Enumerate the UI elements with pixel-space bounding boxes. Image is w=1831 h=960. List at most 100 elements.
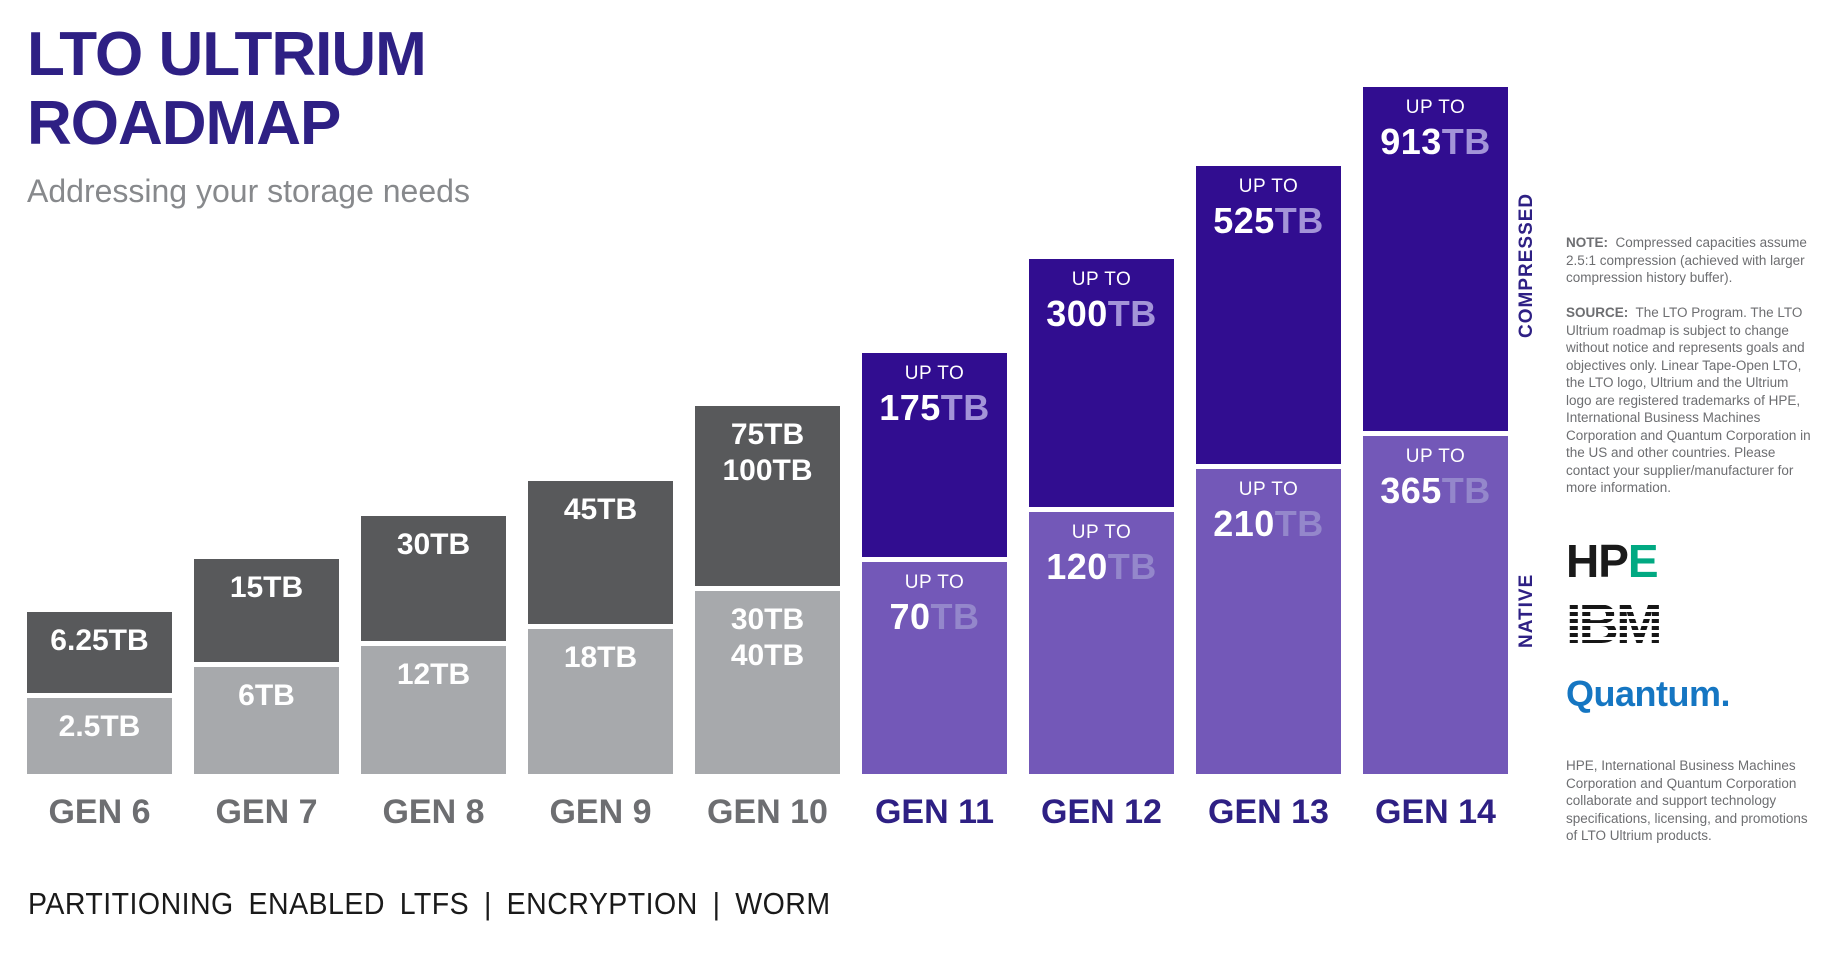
compressed-segment-gen-14-value-unit: TB [1441, 121, 1491, 162]
native-segment-gen-13-value: 210TB [1196, 503, 1341, 545]
compressed-segment-gen-13-value-number: 525 [1213, 200, 1275, 241]
compressed-segment-gen-7-value-0: 15TB [229, 571, 304, 604]
native-segment-gen-8: 12TB [361, 646, 506, 774]
bar-gen-13: UP TO 525TB UP TO 210TB GEN 13 [1196, 166, 1341, 845]
compressed-segment-gen-10: 75TB 100TB [695, 406, 840, 586]
native-segment-gen-13-value-unit: TB [1274, 503, 1324, 544]
gen-label-gen-6: GEN 6 [48, 793, 151, 831]
native-segment-gen-12-value-number: 120 [1046, 546, 1108, 587]
compressed-segment-gen-13: UP TO 525TB [1196, 166, 1341, 464]
bar-gen-9: 45TB 18TB GEN 9 [528, 481, 673, 845]
compressed-segment-gen-11: UP TO 175TB [862, 353, 1007, 557]
native-segment-gen-14-value: 365TB [1363, 470, 1508, 512]
source-text: The LTO Program. The LTO Ultrium roadmap… [1566, 305, 1811, 496]
native-segment-gen-11: UP TO 70TB [862, 562, 1007, 774]
gen-label-gen-14: GEN 14 [1375, 793, 1496, 831]
bar-gen-10: 75TB 100TB 30TB 40TB GEN 10 [695, 406, 840, 845]
compressed-segment-gen-11-value: 175TB [862, 387, 1007, 429]
native-segment-gen-13-up-to-label: UP TO [1238, 479, 1299, 500]
compressed-segment-gen-14: UP TO 913TB [1363, 87, 1508, 431]
native-segment-gen-14-value-unit: TB [1441, 470, 1491, 511]
native-segment-gen-6-value-0: 2.5TB [58, 710, 141, 743]
bar-gen-11: UP TO 175TB UP TO 70TB GEN 11 [862, 353, 1007, 845]
native-segment-gen-8-value-0: 12TB [396, 658, 471, 691]
native-segment-gen-13: UP TO 210TB [1196, 469, 1341, 774]
native-segment-gen-12-value-unit: TB [1107, 546, 1157, 587]
compressed-segment-gen-12-up-to-label: UP TO [1071, 269, 1132, 290]
bar-gen-7: 15TB 6TB GEN 7 [194, 559, 339, 845]
native-segment-gen-10-value-1: 40TB [730, 638, 805, 672]
native-segment-gen-12: UP TO 120TB [1029, 512, 1174, 774]
compressed-segment-gen-9: 45TB [528, 481, 673, 624]
compressed-segment-gen-14-value-number: 913 [1380, 121, 1442, 162]
right-rail: NOTE: Compressed capacities assume 2.5:1… [1566, 0, 1822, 960]
compressed-segment-gen-12-value: 300TB [1029, 293, 1174, 335]
gen-label-gen-7: GEN 7 [215, 793, 318, 831]
compressed-segment-gen-6: 6.25TB [27, 612, 172, 693]
compressed-axis-label: COMPRESSED [1516, 192, 1537, 338]
native-segment-gen-10: 30TB 40TB [695, 591, 840, 774]
page-title-line-2: ROADMAP [27, 89, 341, 159]
header: LTO ULTRIUM ROADMAP Addressing your stor… [27, 20, 470, 210]
note-label: NOTE: [1566, 235, 1608, 250]
compressed-segment-gen-11-value-unit: TB [940, 387, 990, 428]
gen-label-gen-10: GEN 10 [707, 793, 828, 831]
compressed-segment-gen-12-value-number: 300 [1046, 293, 1108, 334]
native-segment-gen-9-value-0: 18TB [563, 641, 638, 674]
native-segment-gen-11-value-unit: TB [930, 596, 980, 637]
compressed-segment-gen-7: 15TB [194, 559, 339, 662]
compressed-segment-gen-10-value-1: 100TB [722, 453, 813, 487]
ibm-logo: IBM [1566, 592, 1663, 655]
compressed-segment-gen-14-value: 913TB [1363, 121, 1508, 163]
gen-label-gen-13: GEN 13 [1208, 793, 1329, 831]
compressed-segment-gen-8: 30TB [361, 516, 506, 641]
native-segment-gen-11-value-number: 70 [889, 596, 931, 637]
note-paragraph: NOTE: Compressed capacities assume 2.5:1… [1566, 234, 1816, 287]
bar-chart: 6.25TB 2.5TB GEN 6 15TB 6TB GEN 7 30TB 12TB GEN … [27, 0, 1508, 845]
page-subtitle: Addressing your storage needs [27, 172, 470, 209]
native-segment-gen-14-up-to-label: UP TO [1405, 446, 1466, 467]
native-segment-gen-11-up-to-label: UP TO [904, 572, 965, 593]
native-segment-gen-13-value-number: 210 [1213, 503, 1275, 544]
compressed-segment-gen-10-value-0: 75TB [730, 418, 805, 451]
native-segment-gen-12-value: 120TB [1029, 546, 1174, 588]
bar-gen-12: UP TO 300TB UP TO 120TB GEN 12 [1029, 259, 1174, 845]
compressed-segment-gen-14-up-to-label: UP TO [1405, 97, 1466, 118]
compressed-segment-gen-11-value-number: 175 [879, 387, 941, 428]
hpe-logo: HPE [1566, 535, 1659, 587]
native-axis-label: NATIVE [1516, 573, 1537, 649]
compressed-segment-gen-13-up-to-label: UP TO [1238, 176, 1299, 197]
native-segment-gen-12-up-to-label: UP TO [1071, 522, 1132, 543]
bar-gen-14: UP TO 913TB UP TO 365TB GEN 14 [1363, 87, 1508, 845]
hpe-logo-black: HP [1566, 535, 1629, 587]
native-segment-gen-9: 18TB [528, 629, 673, 774]
native-segment-gen-6: 2.5TB [27, 698, 172, 774]
source-label: SOURCE: [1566, 305, 1629, 320]
compressed-segment-gen-12: UP TO 300TB [1029, 259, 1174, 507]
page-title-line-1: LTO ULTRIUM [27, 20, 427, 89]
native-segment-gen-11-value: 70TB [862, 596, 1007, 638]
native-segment-gen-10-value-0: 30TB [730, 603, 805, 636]
note-text: Compressed capacities assume 2.5:1 compr… [1566, 235, 1807, 286]
native-segment-gen-14-value-number: 365 [1380, 470, 1442, 511]
compressed-segment-gen-6-value-0: 6.25TB [50, 624, 149, 657]
source-paragraph: SOURCE: The LTO Program. The LTO Ultrium… [1566, 304, 1816, 497]
compressed-segment-gen-9-value-0: 45TB [563, 493, 638, 526]
gen-label-gen-8: GEN 8 [382, 793, 485, 831]
gen-label-gen-12: GEN 12 [1041, 793, 1162, 831]
native-segment-gen-7-value-0: 6TB [238, 679, 295, 712]
gen-label-gen-11: GEN 11 [874, 793, 995, 831]
compressed-segment-gen-13-value: 525TB [1196, 200, 1341, 242]
hpe-logo-green-e: E [1627, 535, 1659, 587]
quantum-logo: Quantum. [1566, 673, 1731, 714]
collaboration-paragraph: HPE, International Business Machines Cor… [1566, 758, 1808, 844]
native-segment-gen-7: 6TB [194, 667, 339, 774]
native-segment-gen-14: UP TO 365TB [1363, 436, 1508, 774]
compressed-segment-gen-13-value-unit: TB [1274, 200, 1324, 241]
compressed-segment-gen-11-up-to-label: UP TO [904, 363, 965, 384]
bar-gen-6: 6.25TB 2.5TB GEN 6 [27, 612, 172, 845]
gen-label-gen-9: GEN 9 [549, 793, 652, 831]
features-footer: PARTITIONING ENABLED LTFS | ENCRYPTION |… [28, 886, 831, 921]
bar-gen-8: 30TB 12TB GEN 8 [361, 516, 506, 845]
